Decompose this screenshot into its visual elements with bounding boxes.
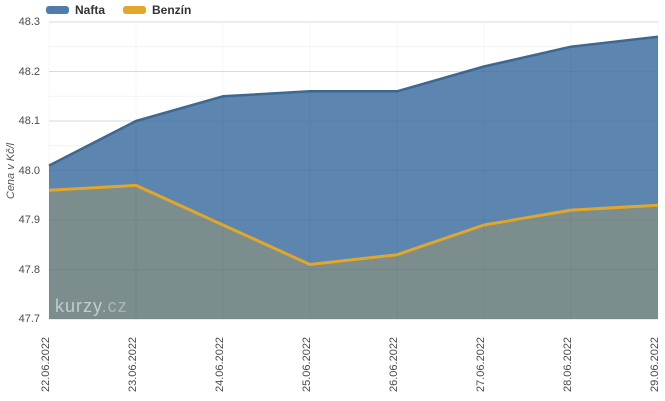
- x-axis-tick-label: 22.06.2022: [40, 336, 52, 392]
- y-axis-tick-label: 48.1: [18, 115, 40, 127]
- x-axis-tick-label: 26.06.2022: [388, 336, 400, 392]
- y-axis-tick-label: 47.9: [18, 214, 40, 226]
- y-axis-tick-label: 48.2: [18, 65, 40, 78]
- line-Benzín: [48, 183, 659, 266]
- x-axis-tick-label: 24.06.2022: [214, 336, 226, 392]
- nafta-color-swatch-icon: [46, 6, 69, 14]
- legend-label-benzin: Benzín: [152, 3, 192, 17]
- legend-item-benzin[interactable]: Benzín: [123, 3, 191, 17]
- legend-label-nafta: Nafta: [75, 3, 106, 17]
- y-axis-tick-label: 47.8: [18, 263, 40, 276]
- x-axis-tick-label: 28.06.2022: [562, 336, 574, 392]
- x-axis-tick-label: 25.06.2022: [301, 336, 313, 392]
- y-axis-tick-label: 48.0: [18, 164, 40, 177]
- x-axis-tick-label: 23.06.2022: [127, 336, 139, 392]
- x-axis-tick-label: 29.06.2022: [649, 336, 661, 392]
- y-axis-tick-label: 48.3: [18, 16, 40, 28]
- line-Nafta: [48, 35, 659, 167]
- chart-legend: Nafta Benzín: [46, 3, 191, 17]
- x-axis-tick-label: 27.06.2022: [475, 336, 487, 392]
- benzin-color-swatch-icon: [123, 6, 147, 14]
- legend-item-nafta[interactable]: Nafta: [46, 3, 105, 17]
- y-axis-tick-label: 47.7: [18, 313, 40, 325]
- area-Benzín: [49, 185, 658, 319]
